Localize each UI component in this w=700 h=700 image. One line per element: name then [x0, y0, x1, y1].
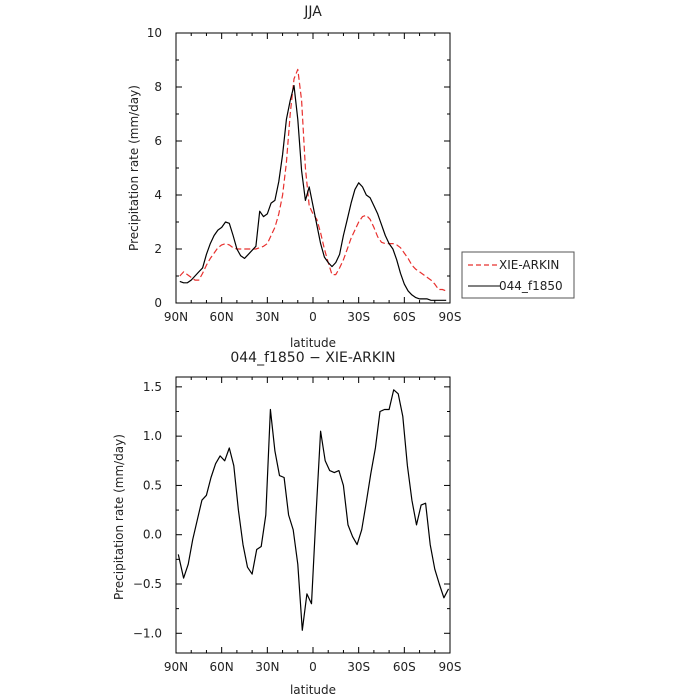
- chart-bottom-xtick-label: 30N: [255, 660, 279, 674]
- chart-top-series-line-044-f1850: [179, 84, 447, 301]
- chart-top-xtick-label: 90S: [439, 310, 462, 324]
- chart-top-ytick-label: 4: [154, 188, 162, 202]
- chart-top-xtick-label: 90N: [164, 310, 188, 324]
- legend-box: [461, 251, 575, 299]
- chart-top-ticks: 90N 60N 30N 0 30S 60S 90S 0 2 4 6 8 10: [147, 26, 462, 324]
- chart-top-ytick-label: 2: [154, 242, 162, 256]
- chart-bottom-xtick-label: 60N: [210, 660, 234, 674]
- chart-bottom: 044_f1850 − XIE-ARKIN latitude Precipita…: [112, 350, 461, 697]
- chart-bottom-series: [177, 389, 450, 631]
- chart-bottom-ytick-label: −0.5: [133, 577, 162, 591]
- chart-top-ylabel: Precipitation rate (mm/day): [127, 85, 141, 251]
- chart-top-ytick-label: 10: [147, 26, 162, 40]
- chart-bottom-ytick-label: 0.5: [143, 478, 162, 492]
- chart-bottom-ytick-label: 1.5: [143, 380, 162, 394]
- chart-top-xtick-label: 30S: [347, 310, 370, 324]
- chart-bottom-xtick-label: 60S: [393, 660, 416, 674]
- chart-top-xtick-label: 30N: [255, 310, 279, 324]
- chart-bottom-ticks: 90N 60N 30N 0 30S 60S 90S −1.0 −0.5 0.0 0.5 1.0 1.5: [133, 377, 462, 674]
- chart-top-xlabel: latitude: [290, 336, 336, 350]
- chart-top-xtick-label: 60S: [393, 310, 416, 324]
- chart-bottom-xtick-label: 90N: [164, 660, 188, 674]
- chart-top-ytick-label: 8: [154, 80, 162, 94]
- chart-bottom-ylabel: Precipitation rate (mm/day): [112, 434, 126, 600]
- chart-top: JJA latitude Precipitation rate (mm/day)…: [127, 4, 575, 350]
- chart-bottom-frame: [175, 376, 451, 654]
- chart-top-title: JJA: [303, 4, 322, 20]
- chart-bottom-ytick-label: 0.0: [143, 528, 162, 542]
- chart-bottom-xlabel: latitude: [290, 683, 336, 697]
- chart-bottom-xtick-label: 30S: [347, 660, 370, 674]
- legend-label-xie-arkin: XIE-ARKIN: [499, 258, 559, 272]
- legend: XIE-ARKIN 044_f1850: [461, 251, 575, 299]
- chart-top-xtick-label: 60N: [210, 310, 234, 324]
- chart-top-xtick-label: 0: [309, 310, 317, 324]
- chart-bottom-title: 044_f1850 − XIE-ARKIN: [230, 350, 395, 366]
- chart-bottom-xtick-label: 90S: [439, 660, 462, 674]
- chart-bottom-xtick-label: 0: [309, 660, 317, 674]
- chart-top-ytick-label: 6: [154, 134, 162, 148]
- chart-top-series: [179, 68, 447, 301]
- chart-top-ytick-label: 0: [154, 296, 162, 310]
- chart-bottom-ytick-label: 1.0: [143, 429, 162, 443]
- chart-top-series-line-xie-arkin: [179, 68, 447, 292]
- chart-bottom-series-line-1: [177, 389, 450, 631]
- chart-top-frame: [175, 32, 451, 304]
- chart-bottom-ytick-label: −1.0: [133, 626, 162, 640]
- legend-label-044-f1850: 044_f1850: [499, 279, 563, 293]
